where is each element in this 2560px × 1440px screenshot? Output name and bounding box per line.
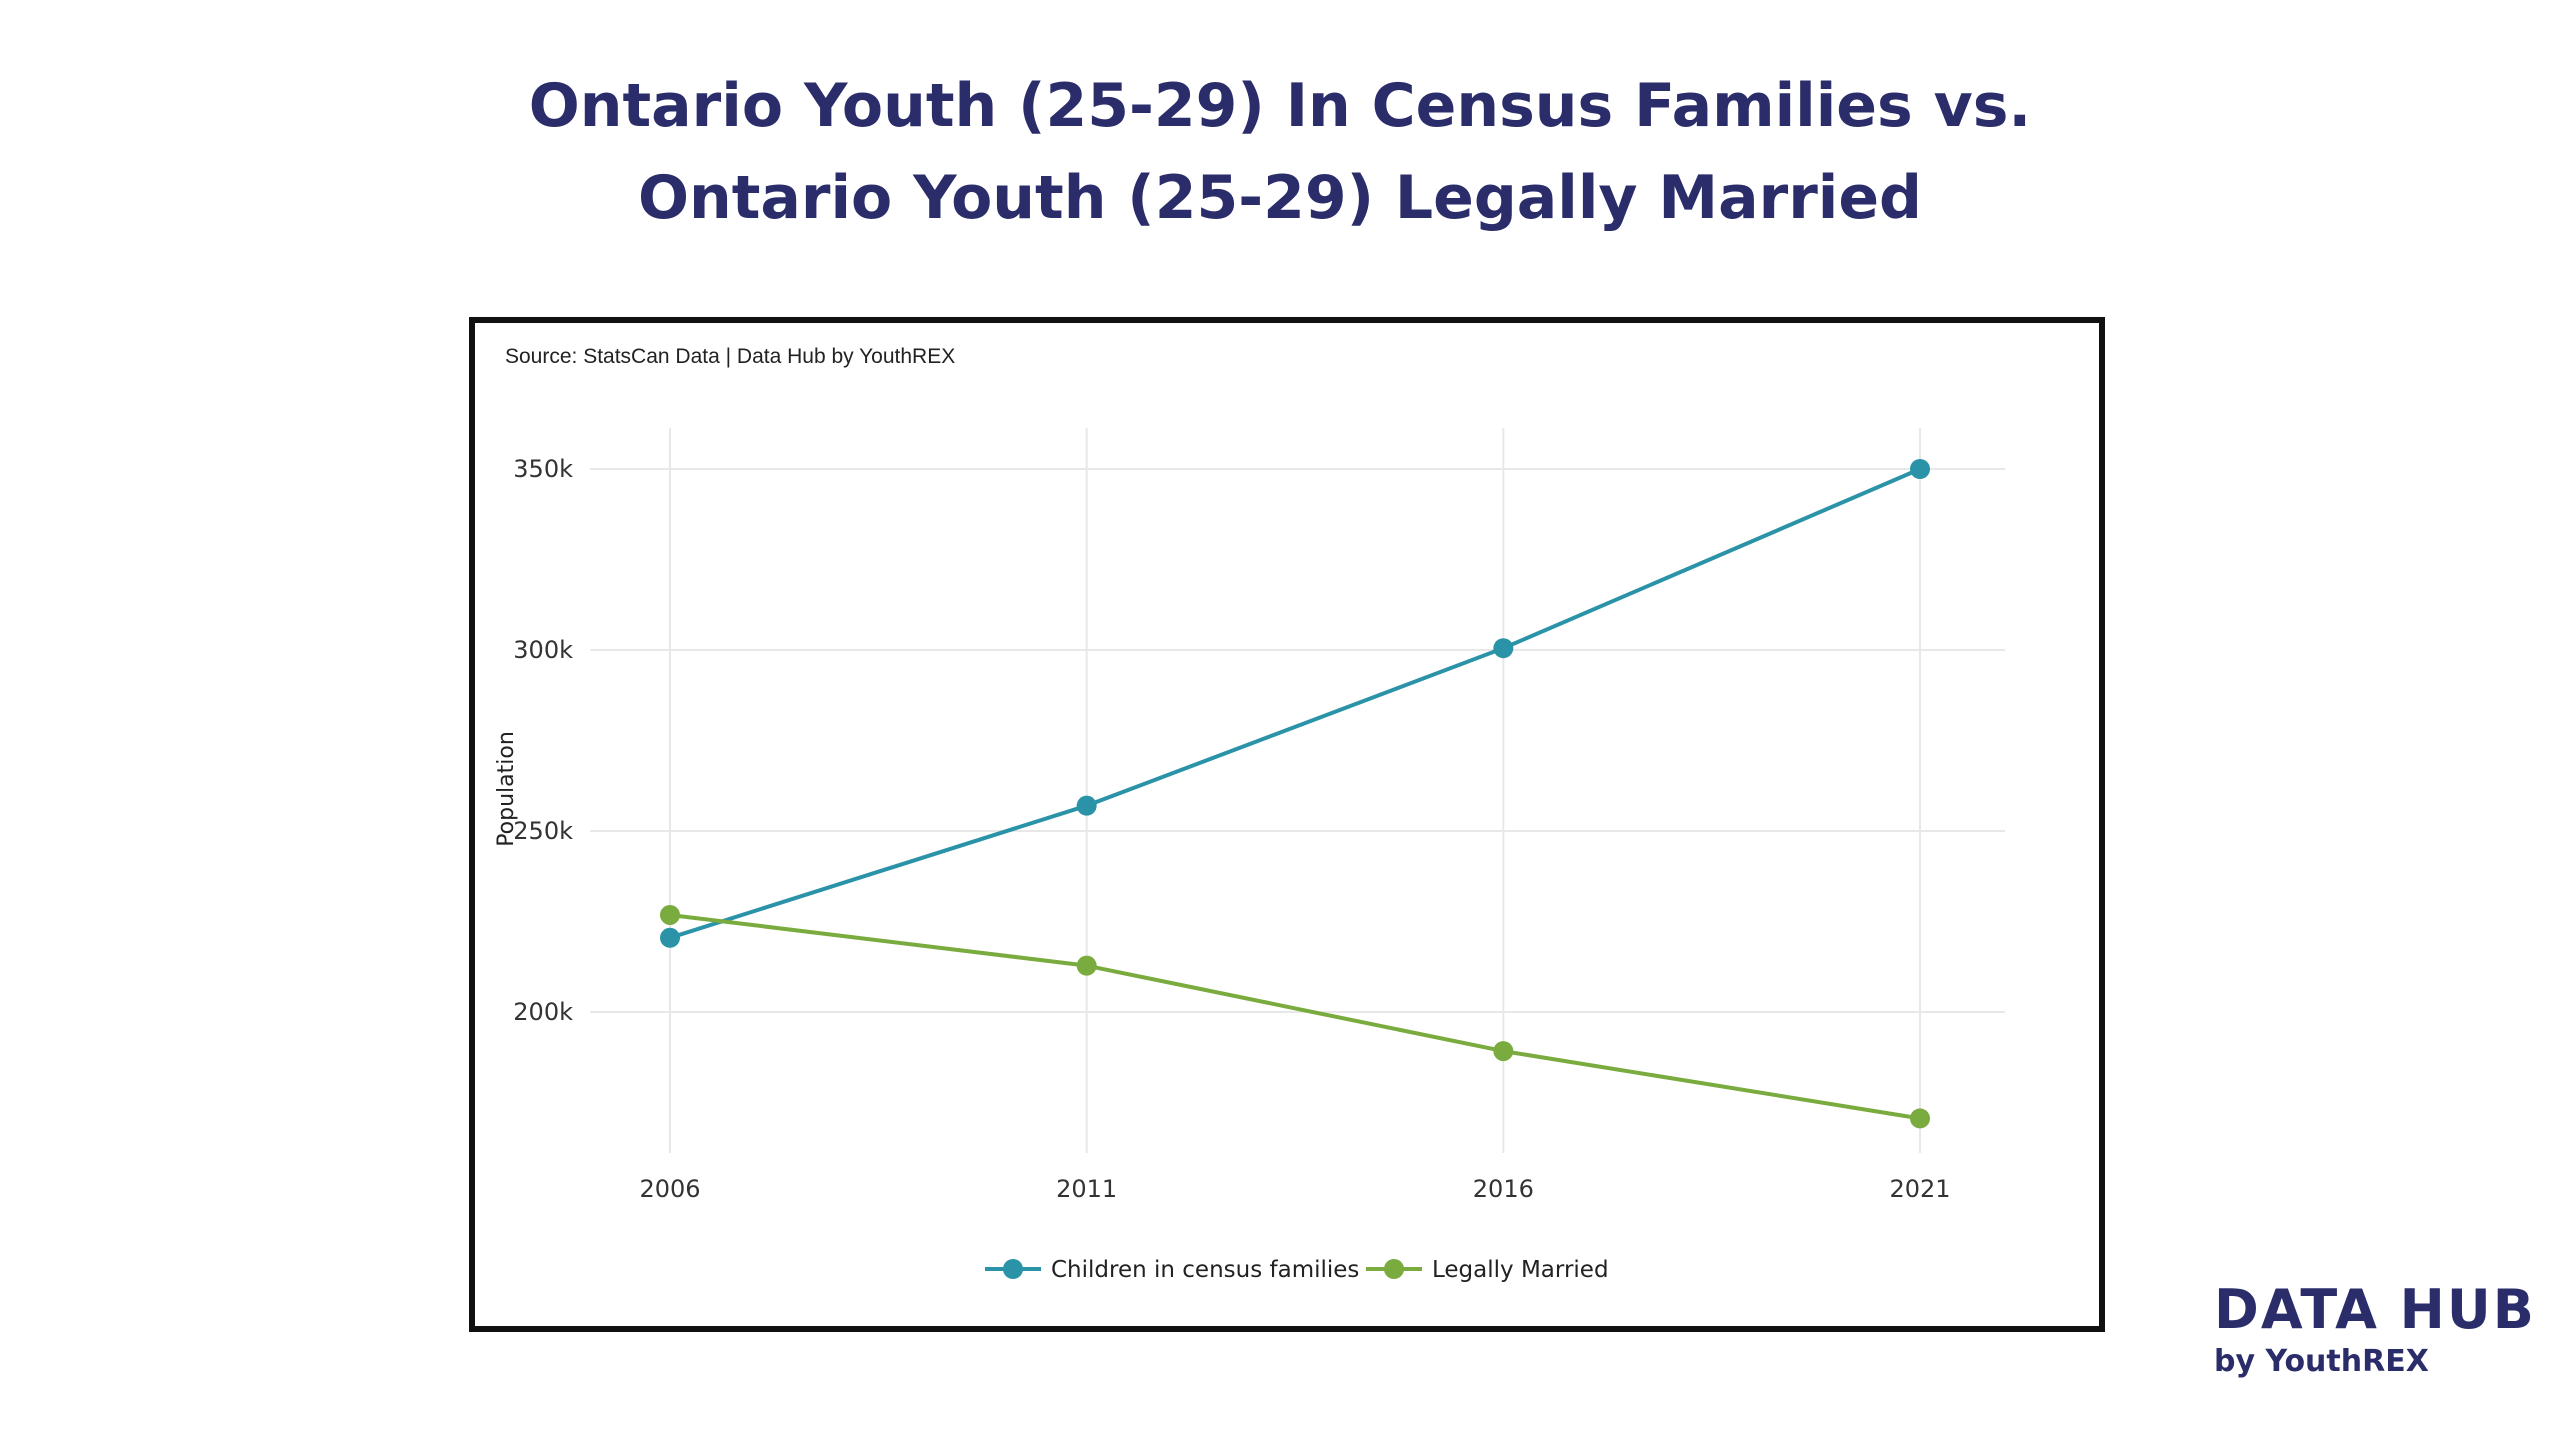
brand-name: DATA HUB — [2214, 1278, 2536, 1341]
title-line-1: Ontario Youth (25-29) In Census Families… — [528, 71, 2032, 141]
x-tick-label: 2006 — [639, 1175, 700, 1203]
legend-label-0: Children in census families — [1051, 1257, 1359, 1283]
y-tick-label: 350k — [513, 455, 573, 483]
data-point — [660, 927, 680, 948]
y-tick-label: 300k — [513, 636, 573, 664]
series-line-0 — [668, 467, 1922, 940]
data-point — [1076, 795, 1097, 816]
x-tick-label: 2021 — [1889, 1175, 1950, 1203]
data-point — [1076, 955, 1097, 976]
x-tick-label: 2011 — [1056, 1175, 1117, 1203]
legend-marker-1 — [1384, 1259, 1404, 1279]
title-line-2: Ontario Youth (25-29) Legally Married — [637, 163, 1923, 233]
legend-marker-0 — [1003, 1259, 1023, 1279]
data-point — [660, 904, 680, 925]
y-axis-label: Population — [494, 731, 519, 847]
series-line-1 — [668, 912, 1922, 1121]
y-tick-label: 250k — [513, 817, 573, 845]
y-tick-label: 200k — [513, 998, 573, 1026]
data-point — [1493, 638, 1514, 659]
source-note: Source: StatsCan Data | Data Hub by Yout… — [505, 345, 956, 368]
brand-sub: by YouthREX — [2214, 1344, 2429, 1379]
chart-frame: Source: StatsCan Data | Data Hub by Yout… — [469, 317, 2105, 1332]
chart-title: Ontario Youth (25-29) In Census Families… — [0, 60, 2560, 244]
brand-logo: DATA HUB by YouthREX — [2214, 1280, 2536, 1384]
data-point — [1910, 1108, 1930, 1129]
x-tick-label: 2016 — [1473, 1175, 1534, 1203]
data-point — [1493, 1041, 1514, 1062]
data-point — [1910, 459, 1930, 479]
line-chart: 200k 250k 300k 350k 2006 2011 2016 2021 Populati… — [494, 428, 2005, 1283]
legend-label-1: Legally Married — [1432, 1257, 1609, 1283]
